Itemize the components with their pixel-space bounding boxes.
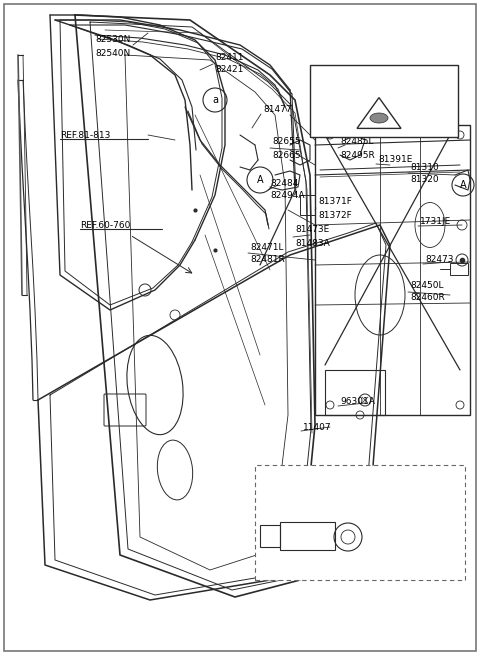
Text: 82411: 82411 — [215, 52, 243, 62]
Text: a: a — [325, 73, 330, 81]
Text: 81391E: 81391E — [378, 155, 412, 164]
Text: 11407: 11407 — [303, 422, 332, 432]
Text: REF.81-813: REF.81-813 — [60, 130, 110, 140]
Text: 1731JE: 1731JE — [420, 217, 451, 227]
Text: A: A — [257, 175, 264, 185]
Text: 81483A: 81483A — [295, 238, 330, 248]
Bar — [325, 370, 385, 415]
Text: 81310: 81310 — [410, 162, 439, 172]
Text: SAFETY): SAFETY) — [290, 495, 327, 504]
Text: A: A — [460, 180, 466, 190]
Text: a: a — [212, 95, 218, 105]
Bar — [300, 195, 315, 215]
Text: H95753: H95753 — [310, 512, 343, 521]
Text: 82655: 82655 — [272, 138, 300, 147]
Text: 96301A: 96301A — [340, 398, 375, 407]
Text: 82481R: 82481R — [250, 255, 285, 265]
Text: 82484: 82484 — [270, 179, 299, 187]
Text: 81371F: 81371F — [318, 198, 352, 206]
Text: 82495R: 82495R — [340, 151, 375, 160]
Bar — [280, 522, 335, 550]
Text: 82540N: 82540N — [95, 48, 130, 58]
Text: 81320: 81320 — [410, 176, 439, 185]
Text: 81372F: 81372F — [318, 210, 352, 219]
Text: 82494A: 82494A — [270, 191, 304, 200]
Text: 82665: 82665 — [272, 151, 300, 160]
Text: 81477: 81477 — [263, 105, 292, 115]
Text: REF.60-760: REF.60-760 — [80, 221, 131, 229]
Text: 81473E: 81473E — [295, 225, 329, 234]
Text: 96111A: 96111A — [340, 72, 377, 82]
Text: 82473: 82473 — [425, 255, 454, 265]
Bar — [310, 65, 458, 137]
Text: (W/AUTO UP/DOWN: (W/AUTO UP/DOWN — [265, 479, 353, 487]
Text: 82450L: 82450L — [410, 280, 444, 290]
Bar — [255, 465, 465, 580]
Bar — [450, 263, 468, 275]
Bar — [260, 525, 280, 547]
Text: 82471L: 82471L — [250, 242, 284, 252]
Text: 82421: 82421 — [215, 66, 243, 75]
Text: 82460R: 82460R — [410, 293, 445, 303]
Text: 82450L: 82450L — [372, 555, 403, 565]
Ellipse shape — [370, 113, 388, 123]
Text: 82530N: 82530N — [95, 35, 131, 45]
Text: 82485L: 82485L — [340, 138, 373, 147]
Bar — [315, 125, 470, 415]
